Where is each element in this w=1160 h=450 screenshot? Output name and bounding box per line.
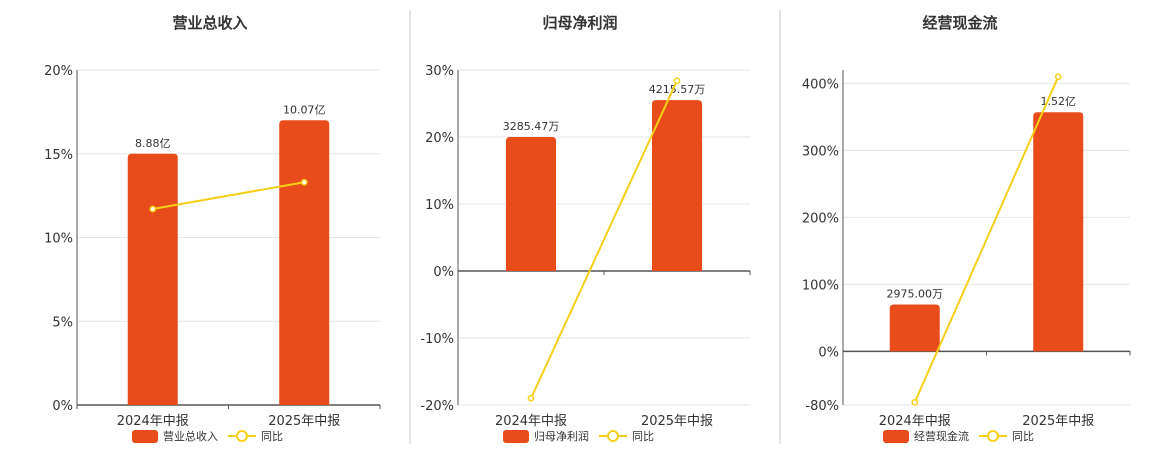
legend-swatch-marker (607, 430, 619, 442)
legend-label-bar: 营业总收入 (163, 429, 218, 443)
y-tick-label: 10% (44, 232, 73, 247)
yoy-point (149, 205, 157, 213)
legend-label-line: 同比 (261, 430, 283, 443)
bar (652, 100, 702, 272)
y-tick-label: -20% (420, 399, 454, 414)
bar-data-label: 3285.47万 (503, 120, 560, 133)
x-category-label: 2025年中报 (268, 414, 340, 429)
bar (889, 304, 940, 352)
y-tick-label: 15% (44, 148, 73, 163)
bar (1033, 112, 1084, 352)
y-tick-label: 10% (425, 198, 454, 213)
bar (279, 120, 330, 405)
bar-data-label: 8.88亿 (135, 137, 171, 150)
y-tick-label: 20% (425, 131, 454, 146)
x-category-label: 2024年中报 (495, 414, 567, 429)
legend-label-bar: 归母净利润 (534, 429, 589, 443)
yoy-point (300, 178, 308, 186)
bar-data-label: 4215.57万 (649, 83, 706, 96)
y-tick-label: 0% (433, 265, 454, 280)
y-tick-label: -80% (805, 399, 839, 414)
chart-title: 营业总收入 (172, 14, 247, 32)
y-tick-label: 200% (802, 211, 839, 226)
revenue-chart-panel: 营业总收入 0% 5% 10% 15% 20% 8.88亿 10.07亿 2024年中报 202… (44, 14, 381, 443)
yoy-line (530, 80, 678, 399)
bar (506, 137, 556, 271)
x-category-label: 2024年中报 (117, 414, 189, 429)
legend-swatch-bar (503, 430, 529, 443)
bar-data-label: 2975.00万 (887, 288, 944, 301)
net-profit-chart-panel: 归母净利润 -20% -10% 0% 10% 20% 30% 3285.47万 4215.57… (420, 14, 751, 443)
x-category-label: 2025年中报 (641, 414, 713, 429)
x-category-label: 2024年中报 (879, 414, 951, 429)
chart-title: 经营现金流 (922, 14, 997, 32)
y-tick-label: 0% (52, 399, 73, 414)
y-tick-label: 30% (425, 64, 454, 79)
yoy-point (1054, 73, 1062, 81)
y-tick-label: 20% (44, 64, 73, 79)
legend-swatch-marker (236, 430, 248, 442)
bar (127, 153, 178, 405)
bar-data-label: 10.07亿 (283, 103, 326, 116)
legend-swatch-marker (987, 430, 999, 442)
legend-swatch-bar (132, 430, 158, 443)
y-tick-label: 100% (802, 278, 839, 293)
legend-swatch-bar (883, 430, 909, 443)
y-tick-label: -10% (420, 332, 454, 347)
yoy-line (913, 76, 1060, 403)
legend-label-line: 同比 (1012, 430, 1034, 443)
yoy-point (911, 398, 919, 406)
legend-label-bar: 经营现金流 (914, 429, 969, 443)
y-tick-label: 300% (802, 144, 839, 159)
cash-flow-chart-panel: 经营现金流 -80%0%100%200%300%400%2975.00万1.52… (802, 14, 1131, 443)
y-tick-label: 5% (52, 315, 73, 330)
chart-title: 归母净利润 (542, 14, 617, 32)
y-tick-label: 0% (818, 345, 839, 360)
yoy-point (673, 77, 681, 85)
y-tick-label: 400% (802, 77, 839, 92)
x-category-label: 2025年中报 (1022, 414, 1094, 429)
yoy-point (527, 394, 535, 402)
legend-label-line: 同比 (632, 430, 654, 443)
yoy-line (152, 181, 305, 211)
